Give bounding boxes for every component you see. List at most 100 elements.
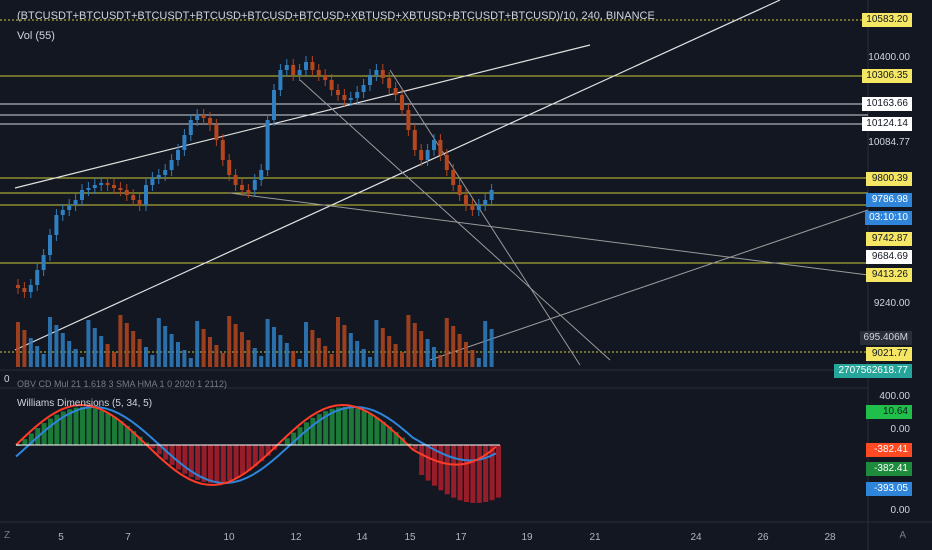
time-label: 12 (290, 532, 302, 543)
oscillator-label[interactable]: OBV CD Mul 21 1.618 3 SMA HMA 1 0 2020 1… (17, 379, 227, 389)
histogram-bar (86, 407, 92, 445)
candle-body (41, 255, 46, 270)
volume-bar (16, 322, 20, 367)
candle-body (220, 140, 225, 160)
volume-bar (137, 339, 142, 367)
histogram-bar (99, 410, 105, 445)
candle-body (259, 170, 264, 180)
histogram-bar (92, 408, 98, 445)
indicator-axis-label: 400.00 (879, 391, 910, 402)
candle-body (265, 120, 270, 170)
volume-bar (419, 331, 424, 367)
histogram-bar (195, 445, 201, 480)
candle-body (272, 90, 276, 120)
volume-bar (22, 330, 27, 367)
zoom-reset-icon[interactable]: Z (4, 530, 11, 541)
histogram-bar (246, 445, 252, 471)
volume-bar (188, 358, 193, 367)
candle-body (144, 185, 148, 205)
volume-bar (201, 329, 206, 367)
candle-body (233, 175, 238, 185)
price-label: 10583.20 (862, 13, 912, 27)
volume-bar (457, 334, 462, 367)
volume-bar (425, 339, 430, 367)
histogram-bar (227, 445, 233, 481)
volume-bar (476, 358, 481, 367)
volume-bar (387, 336, 392, 367)
histogram-bar (336, 407, 341, 445)
volume-bar (444, 318, 449, 367)
candle-body (284, 65, 289, 70)
candle-body (387, 78, 392, 88)
histogram-bar (310, 417, 316, 445)
histogram-bar (131, 431, 137, 445)
auto-scale-icon[interactable]: A (899, 530, 906, 541)
candle-body (470, 205, 475, 210)
histogram-bar (489, 445, 495, 501)
candle-body (92, 185, 97, 188)
time-label: 21 (589, 532, 601, 543)
volume-bar (470, 350, 475, 367)
indicator-value-label: -382.41 (866, 443, 912, 457)
time-label: 24 (690, 532, 702, 543)
histogram-bar (60, 411, 66, 445)
symbol-title[interactable]: (BTCUSDT+BTCUSDT+BTCUSDT+BTCUSD+BTCUSD+B… (17, 10, 655, 22)
price-label: 10163.66 (862, 97, 912, 111)
histogram-bar (112, 416, 117, 445)
volume-bar (131, 331, 136, 367)
time-label: 7 (125, 532, 131, 543)
candle-body (67, 205, 72, 210)
indicator-axis-label: 0.00 (890, 424, 910, 435)
volume-bar (464, 342, 468, 367)
candle-body (246, 190, 251, 192)
candle-body (214, 125, 219, 140)
candle-body (342, 95, 347, 100)
indicator-value-label: -393.05 (866, 482, 912, 496)
histogram-bar (150, 445, 156, 449)
candle-body (156, 175, 161, 178)
volume-bar (80, 357, 84, 367)
candle-body (419, 150, 424, 160)
candle-body (368, 75, 372, 85)
candle-body (278, 70, 283, 90)
volume-bar (483, 321, 488, 367)
histogram-bar (48, 418, 53, 445)
candle-body (176, 150, 180, 160)
volume-label[interactable]: Vol (55) (17, 30, 55, 42)
histogram-bar (284, 438, 290, 445)
candle-body (464, 195, 468, 205)
price-label: 9786.98 (866, 193, 912, 207)
indicator-label[interactable]: Williams Dimensions (5, 34, 5) (17, 398, 153, 409)
candle-body (393, 88, 398, 95)
candle-body (16, 285, 20, 288)
histogram-bar (342, 407, 348, 445)
candle-body (137, 200, 142, 205)
candle-body (201, 115, 206, 118)
volume-bar (124, 323, 129, 367)
indicator-value-label: -382.41 (866, 462, 912, 476)
histogram-bar (451, 445, 457, 498)
volume-bar (35, 346, 40, 367)
candle-body (48, 235, 52, 255)
candle-body (131, 195, 136, 200)
candle-body (380, 70, 385, 78)
volume-bar (361, 349, 366, 367)
candle-body (348, 98, 353, 100)
volume-bar (400, 352, 404, 367)
volume-bar (112, 352, 116, 367)
histogram-bar (419, 445, 425, 476)
candle-body (169, 160, 174, 170)
candle-body (476, 205, 481, 210)
histogram-bar (73, 407, 79, 445)
time-label: 15 (404, 532, 416, 543)
trend-line (299, 79, 611, 361)
histogram-bar (361, 410, 367, 445)
candle-body (412, 130, 417, 150)
candle-body (163, 170, 168, 175)
volume-bar (323, 346, 328, 367)
volume-bar (156, 318, 161, 367)
histogram-bar (400, 437, 405, 445)
volume-bar (310, 330, 315, 367)
indicator-axis-label: 0.00 (890, 505, 910, 516)
